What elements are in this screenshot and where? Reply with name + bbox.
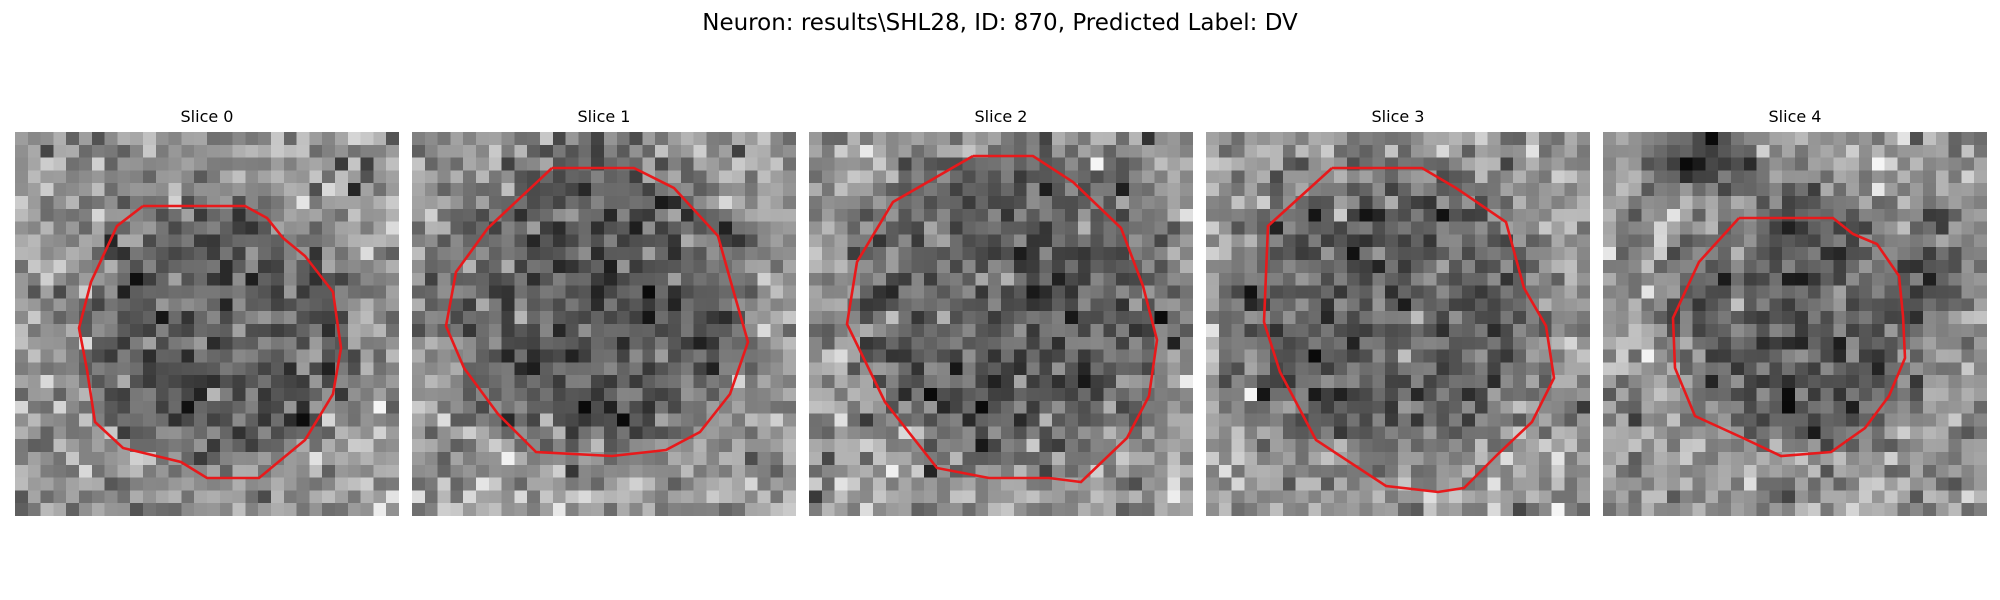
slice-title: Slice 0 [180,107,234,126]
cell-contour [77,204,343,480]
cell-contour [1262,166,1556,494]
slice-title: Slice 1 [577,107,631,126]
cell-contour [444,166,750,458]
slice-panel-0: Slice 0 [15,106,399,516]
slice-image [412,132,796,516]
slice-image [1603,132,1987,516]
contour-line [845,154,1159,484]
contour-line [1671,216,1907,458]
slice-panel-1: Slice 1 [412,106,796,516]
slice-image [1206,132,1590,516]
cell-contour [845,154,1159,484]
slice-image [809,132,1193,516]
slice-panel-2: Slice 2 [809,106,1193,516]
slice-title: Slice 3 [1371,107,1425,126]
slice-panel-3: Slice 3 [1206,106,1590,516]
contour-line [1262,166,1556,494]
contour-line [444,166,750,458]
slice-panel-4: Slice 4 [1603,106,1987,516]
slice-title: Slice 2 [974,107,1028,126]
cell-contour [1671,216,1907,458]
figure-title: Neuron: results\SHL28, ID: 870, Predicte… [702,10,1298,36]
contour-line [77,204,343,480]
slice-title: Slice 4 [1768,107,1822,126]
